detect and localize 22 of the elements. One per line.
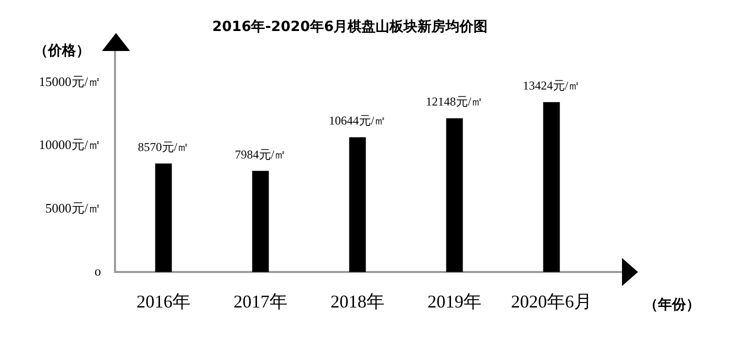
y-axis-title: （价格） (34, 42, 90, 60)
chart-title: 2016年-2020年6月棋盘山板块新房均价图 (211, 18, 489, 36)
data-label: 13424元/㎡ (522, 78, 580, 93)
bar (349, 137, 366, 272)
y-tick-label: 15000元/㎡ (38, 74, 101, 89)
data-label: 12148元/㎡ (426, 94, 484, 109)
x-tick-label: 2019年 (428, 292, 482, 312)
y-tick-label: 5000元/㎡ (45, 200, 101, 216)
data-label: 10644元/㎡ (328, 114, 386, 128)
x-tick-label: 2018年 (330, 292, 384, 312)
x-tick-label: 2020年6月 (511, 292, 592, 312)
bar (543, 102, 560, 272)
data-label: 7984元/㎡ (234, 147, 286, 162)
y-tick-label: 10000元/㎡ (38, 137, 101, 152)
x-axis-title: （年份） (644, 296, 700, 314)
x-tick-label: 2016年 (136, 292, 190, 312)
bar (252, 170, 269, 272)
bar (446, 118, 463, 272)
y-tick-label: o (94, 263, 101, 278)
data-label: 8570元/㎡ (138, 140, 190, 154)
bar (155, 163, 172, 272)
x-tick-label: 2017年 (234, 292, 288, 312)
